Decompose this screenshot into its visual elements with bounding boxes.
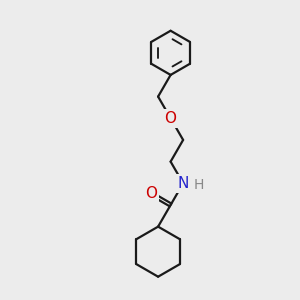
Text: O: O: [146, 186, 158, 201]
Text: O: O: [165, 111, 177, 126]
Text: N: N: [177, 176, 189, 191]
Text: H: H: [194, 178, 204, 192]
